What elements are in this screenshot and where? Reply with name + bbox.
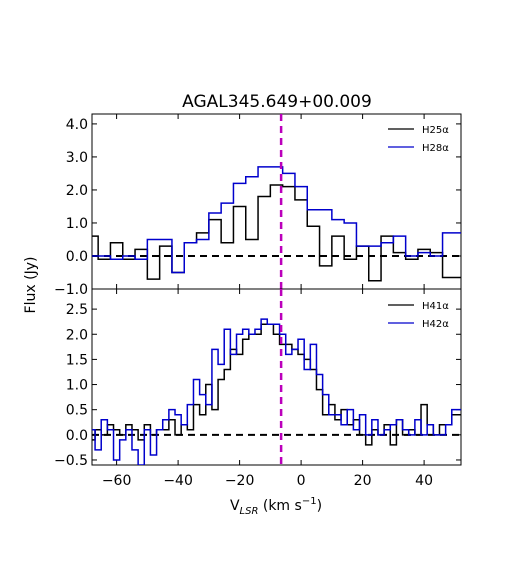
xtick-label: −20: [225, 473, 255, 489]
top-ytick-label: 4.0: [66, 117, 88, 133]
chart-title: AGAL345.649+00.009: [182, 92, 372, 112]
top-series-1-line: [92, 166, 461, 274]
x-axis-label: VLSR (km s−1): [230, 496, 322, 517]
bottom-ytick-label: 1.0: [66, 378, 88, 394]
top-ytick-label: 3.0: [66, 150, 88, 166]
x-axis-label-v: V: [230, 498, 240, 514]
legend-label-h42a: H42α: [422, 319, 449, 330]
bottom-legend: H41α H42α: [388, 301, 449, 330]
top-ytick-label: 1.0: [66, 216, 88, 232]
xtick-label: −40: [163, 473, 193, 489]
legend-label-h41a: H41α: [422, 301, 449, 312]
bottom-ytick-label: 2.0: [66, 327, 88, 343]
bottom-ytick-label: 2.5: [66, 302, 88, 318]
top-panel: −1.0 0.0 1.0 2.0 3.0 4.0 H25α H28α: [54, 113, 462, 298]
bottom-ytick-label: 1.5: [66, 352, 88, 368]
x-axis-label-end: ): [317, 498, 322, 514]
x-ticks: −60 −40 −20 0 20 40: [102, 473, 433, 489]
x-axis-label-unit: (km s: [258, 498, 301, 514]
x-axis-label-sub: LSR: [240, 506, 259, 517]
bottom-series-1-line: [92, 318, 461, 465]
bottom-plot-area: [91, 288, 462, 466]
top-ytick-label: 0.0: [66, 249, 88, 265]
bottom-ytick-label: −0.5: [54, 453, 88, 469]
top-ytick-label: 2.0: [66, 183, 88, 199]
bottom-axes-frame: [91, 288, 462, 466]
xtick-label: −60: [102, 473, 132, 489]
xtick-label: 40: [415, 473, 433, 489]
top-ytick-label: −1.0: [54, 282, 88, 298]
top-series-lines: [92, 114, 461, 289]
xtick-label: 20: [354, 473, 372, 489]
legend-label-h25a: H25α: [422, 125, 449, 136]
bottom-series-lines: [92, 289, 461, 465]
top-legend: H25α H28α: [388, 125, 449, 154]
legend-label-h28a: H28α: [422, 143, 449, 154]
bottom-ytick-label: 0.5: [66, 403, 88, 419]
bottom-ytick-label: 0.0: [66, 428, 88, 444]
y-axis-label: Flux (Jy): [23, 257, 39, 314]
bottom-y-ticks: −0.5 0.0 0.5 1.0 1.5 2.0 2.5: [54, 289, 461, 469]
x-axis-label-sup: −1: [302, 496, 317, 507]
xtick-label: 0: [297, 473, 306, 489]
top-series-0-line: [92, 184, 461, 282]
top-y-ticks: −1.0 0.0 1.0 2.0 3.0 4.0: [54, 114, 461, 298]
bottom-panel: −0.5 0.0 0.5 1.0 1.5 2.0 2.5 −60 −40 −20 0 20 40 H4…: [54, 288, 462, 489]
